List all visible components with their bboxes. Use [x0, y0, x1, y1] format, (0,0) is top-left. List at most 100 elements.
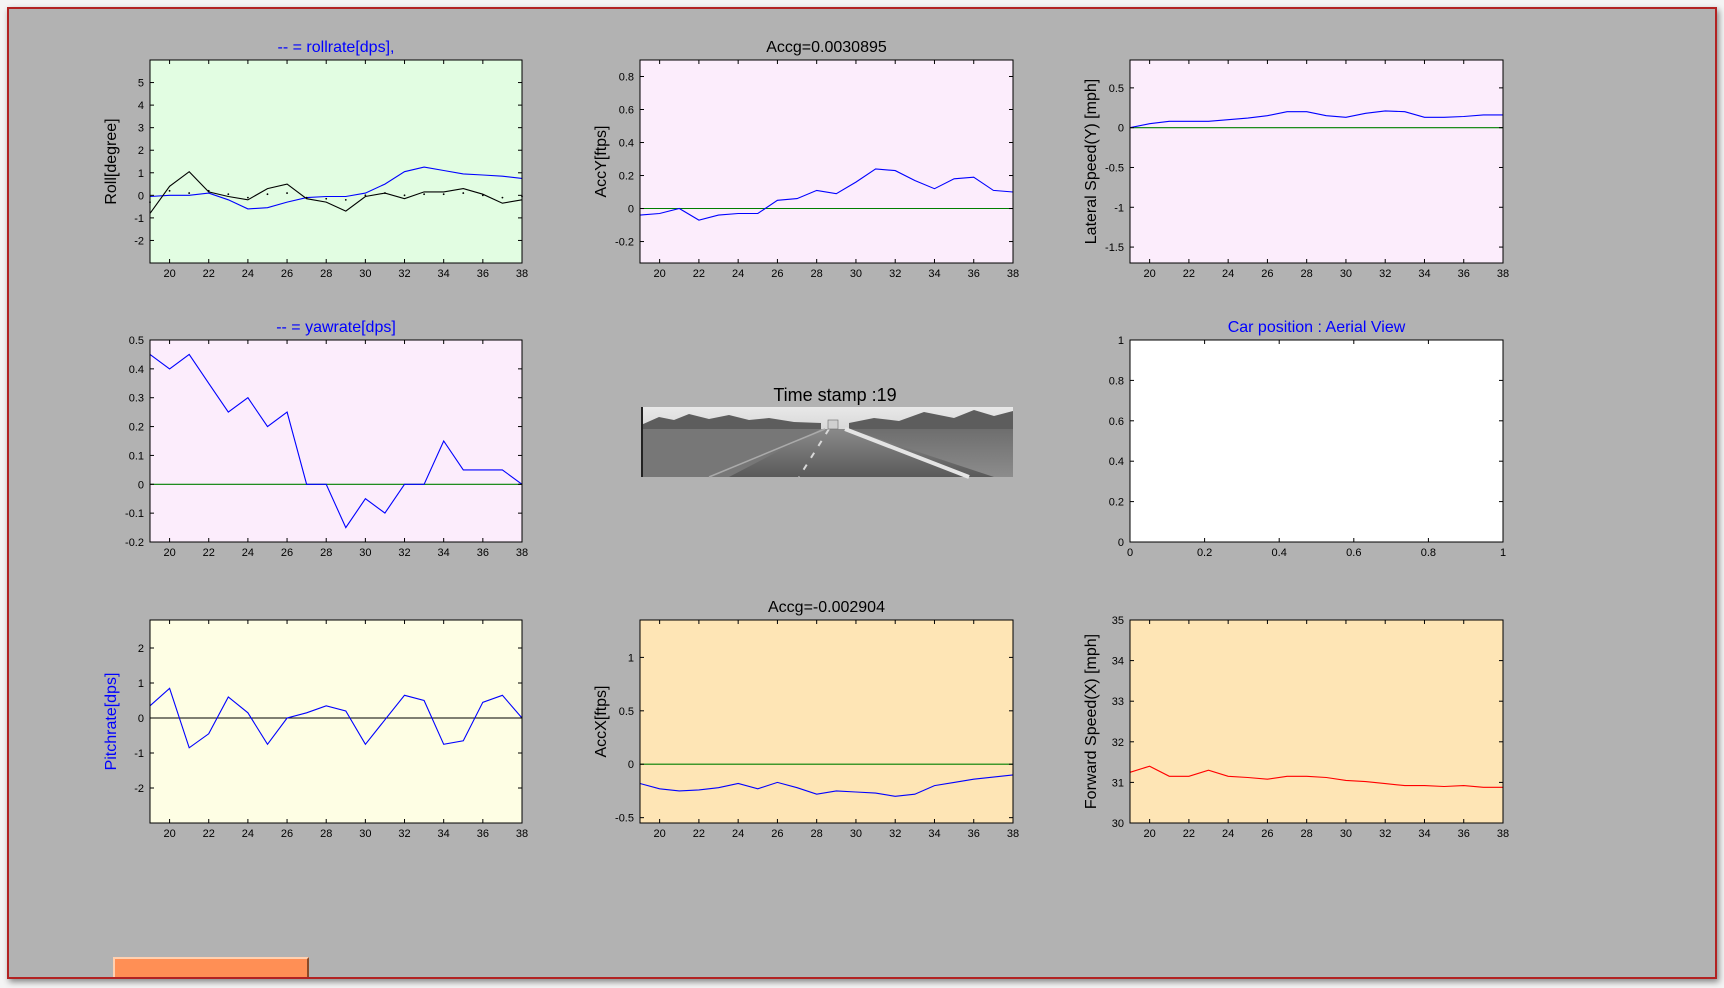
chart-lateral-xtick-label: 38	[1497, 268, 1509, 280]
chart-forward-frame	[1129, 619, 1504, 824]
chart-yaw-title: -- = yawrate[dps]	[276, 319, 396, 336]
chart-roll-series-2-point	[325, 197, 328, 200]
chart-yaw-xtick-label: 26	[281, 547, 293, 559]
chart-accy-xtick-label: 30	[850, 268, 862, 280]
chart-accy-xtick-label: 36	[968, 268, 980, 280]
chart-aerial-ytick-label: 0.2	[1109, 497, 1124, 509]
chart-accy-xtick-label: 22	[693, 268, 705, 280]
chart-roll-ytick-label: 1	[138, 168, 144, 180]
chart-roll-ytick-label: 0	[138, 190, 144, 202]
chart-accy-xtick-label: 38	[1007, 268, 1019, 280]
chart-accy-ytick-label: 0.4	[619, 138, 634, 150]
chart-pitch-xtick-label: 32	[398, 828, 410, 840]
chart-roll-series-2-point	[188, 192, 191, 194]
chart-aerial-xtick-label: 0	[1127, 547, 1133, 559]
chart-forward-ytick-label: 30	[1112, 818, 1124, 830]
chart-accx-xtick-label: 32	[889, 828, 901, 840]
chart-pitch-ytick-label: 0	[138, 713, 144, 725]
chart-roll-series-2-point	[286, 192, 288, 194]
chart-roll-series-2-point	[481, 194, 484, 197]
chart-pitch-xtick-label: 22	[203, 828, 215, 840]
chart-roll-xtick-label: 22	[203, 268, 215, 280]
chart-yaw-ytick-label: 0.5	[129, 335, 144, 347]
chart-roll-xtick-label: 26	[281, 268, 293, 280]
chart-roll-xtick-label: 32	[398, 268, 410, 280]
chart-accx-ytick-label: 0.5	[619, 706, 634, 718]
chart-yaw-series-1-line	[149, 353, 523, 529]
chart-accy-ytick-label: 0.6	[619, 105, 634, 117]
chart-roll-ytick-label: 4	[138, 100, 144, 112]
chart-roll-series-2-point	[266, 193, 269, 196]
chart-pitch-xtick-label: 28	[320, 828, 332, 840]
chart-aerial-xtick-label: 0.4	[1272, 547, 1287, 559]
chart-roll-series-2-point	[168, 189, 171, 192]
chart-roll-xtick-label: 20	[163, 268, 175, 280]
chart-accy-xtick-label: 24	[732, 268, 744, 280]
chart-pitch-xtick-label: 36	[477, 828, 489, 840]
chart-accx-frame	[639, 619, 1014, 824]
chart-accx-ytick-label: -0.5	[615, 813, 634, 825]
chart-lateral-ytick-label: -1	[1114, 202, 1124, 214]
chart-pitch-series-1-line	[149, 687, 523, 749]
chart-pitch-ytick-label: 2	[138, 643, 144, 655]
chart-lateral-xtick-label: 28	[1301, 268, 1313, 280]
chart-accy-xtick-label: 26	[771, 268, 783, 280]
chart-roll-series-2-point	[207, 189, 210, 192]
chart-aerial-ytick-label: 0.6	[1109, 416, 1124, 428]
chart-forward-xtick-label: 30	[1340, 828, 1352, 840]
chart-accy-ytick-label: 0.2	[619, 171, 634, 183]
chart-aerial-xtick-label: 0.6	[1346, 547, 1361, 559]
chart-accy-xtick-label: 32	[889, 268, 901, 280]
chart-forward-xtick-label: 38	[1497, 828, 1509, 840]
chart-accx-xtick-label: 36	[968, 828, 980, 840]
chart-roll-ytick-label: -1	[134, 213, 144, 225]
chart-aerial-xtick-label: 0.2	[1197, 547, 1212, 559]
chart-roll-series-2-point	[305, 196, 308, 199]
chart-aerial-frame	[1129, 339, 1504, 543]
chart-yaw-ytick-label: -0.1	[125, 508, 144, 520]
chart-roll-series-2-point	[442, 193, 445, 196]
chart-roll-xtick-label: 36	[477, 268, 489, 280]
chart-yaw-xtick-label: 34	[438, 547, 450, 559]
chart-lateral-plot-area	[1130, 60, 1503, 263]
action-button[interactable]	[113, 957, 309, 977]
chart-lateral: 20 22 24 26 28 30 32 34 36 38 -1.5 -1 -0.5 0 0.5 Latera…	[1083, 59, 1509, 280]
chart-pitch-ylabel: Pitchrate[dps]	[103, 673, 120, 771]
chart-roll-series-2-point	[344, 198, 347, 201]
chart-lateral-ytick-label: -0.5	[1105, 162, 1124, 174]
chart-roll-xtick-label: 28	[320, 268, 332, 280]
chart-roll-series-2-point	[227, 193, 230, 196]
chart-pitch-xtick-label: 30	[359, 828, 371, 840]
chart-aerial-xtick-label: 1	[1500, 547, 1506, 559]
chart-lateral-xtick-label: 32	[1379, 268, 1391, 280]
camera-title: Time stamp :19	[773, 385, 896, 405]
chart-forward-xtick-label: 24	[1222, 828, 1234, 840]
chart-forward-ytick-label: 34	[1112, 656, 1124, 668]
chart-aerial-plot-area	[1130, 340, 1503, 542]
chart-lateral-xtick-label: 30	[1340, 268, 1352, 280]
chart-roll-series-2-point	[364, 194, 367, 197]
chart-roll-plot-area	[150, 60, 522, 263]
camera-view: Time stamp :19	[641, 385, 1013, 479]
chart-roll-xtick-label: 24	[242, 268, 254, 280]
chart-roll-ylabel: Roll[degree]	[103, 118, 120, 204]
chart-roll-series-2-point	[423, 193, 426, 196]
chart-yaw: 20 22 24 26 28 30 32 34 36 38 -0.2 -0.1 0 0.1 0.2 0.3 0.…	[125, 319, 528, 559]
chart-accy-xtick-label: 28	[811, 268, 823, 280]
chart-yaw-xtick-label: 24	[242, 547, 254, 559]
chart-yaw-ytick-label: 0.2	[129, 422, 144, 434]
chart-forward-xtick-label: 26	[1261, 828, 1273, 840]
chart-roll-ytick-label: 3	[138, 123, 144, 135]
chart-accy-frame	[639, 59, 1014, 264]
chart-lateral-xtick-label: 22	[1183, 268, 1195, 280]
chart-accx-series-1-line	[639, 774, 1014, 797]
chart-accy-xtick-label: 20	[654, 268, 666, 280]
chart-lateral-ylabel: Lateral Speed(Y) [mph]	[1083, 79, 1100, 244]
chart-accx-xtick-label: 24	[732, 828, 744, 840]
chart-aerial-xtick-label: 0.8	[1421, 547, 1436, 559]
chart-lateral-xtick-label: 34	[1418, 268, 1430, 280]
chart-accy-ytick-label: -0.2	[615, 237, 634, 249]
chart-roll-xtick-label: 38	[516, 268, 528, 280]
